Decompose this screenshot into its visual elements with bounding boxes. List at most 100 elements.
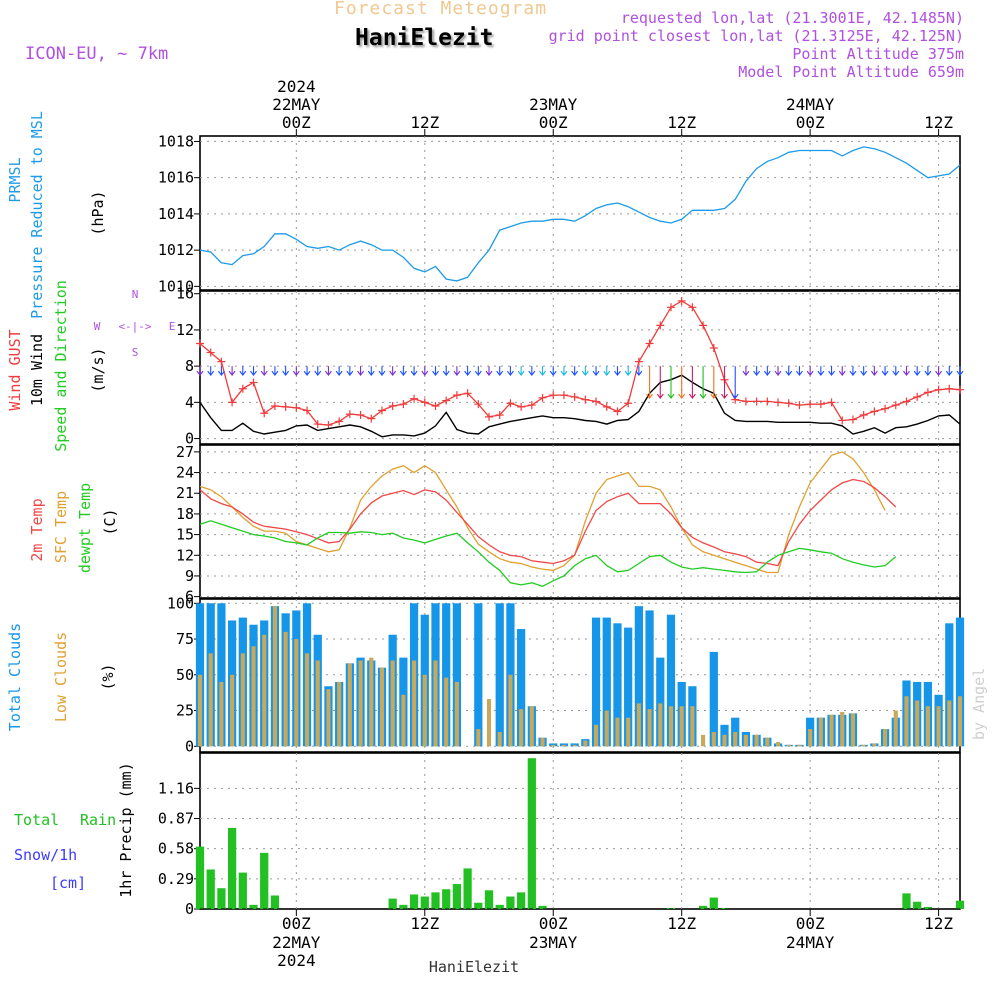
gust-point [741, 397, 750, 406]
wind-direction-arrowhead [453, 370, 461, 377]
low-cloud-bar [337, 681, 342, 747]
total-cloud-bar [634, 606, 643, 747]
wind-direction-arrowhead [817, 370, 825, 377]
wind-direction-arrowhead [667, 393, 675, 400]
gust-point [517, 402, 526, 411]
wind-direction-arrowhead [753, 370, 761, 377]
ytick-label-wind: 12 [176, 321, 194, 339]
wind-direction-arrowhead [956, 370, 964, 377]
panel-frame-temperature [199, 444, 961, 599]
gust-point [784, 399, 793, 408]
wind-direction-arrowhead [207, 370, 215, 377]
wind-direction-arrowhead [849, 370, 857, 377]
precip-axis-label: 1hr Precip (mm) [117, 762, 135, 897]
gust-point [923, 388, 932, 397]
total-cloud-bar [613, 623, 622, 747]
wind-direction-arrowhead [314, 370, 322, 377]
wind-direction-arrowhead [442, 370, 450, 377]
wind-direction-arrowhead [485, 370, 493, 377]
xtick-label-bottom: 00Z [282, 914, 311, 933]
low-cloud-bar [486, 699, 492, 747]
wind-direction-arrowhead [742, 370, 750, 377]
wind-direction-arrowhead [881, 370, 889, 377]
xtick-label-bottom: 00Z [539, 914, 568, 933]
gust-point [527, 401, 536, 410]
precip-bar [517, 892, 526, 909]
low-cloud-bar [754, 734, 759, 747]
low-cloud-bar [294, 639, 299, 747]
wind-direction-arrowhead [731, 393, 739, 400]
gust-point [656, 321, 665, 330]
compass-south: S [132, 346, 139, 359]
gust-point [838, 416, 847, 425]
low-cloud-bar [593, 724, 599, 747]
xtick-date-bottom: 22MAY [272, 933, 321, 952]
wind-direction-arrowhead [260, 370, 268, 377]
low-cloud-bar [433, 660, 438, 747]
xtick-label-top: 12Z [924, 113, 953, 132]
low-cloud-bar [786, 744, 791, 747]
wind-direction-arrowhead [250, 370, 257, 377]
wind-speed-line [199, 374, 961, 438]
low-cloud-bar [583, 740, 588, 747]
wind-direction-arrowhead [239, 370, 247, 377]
total-cloud-bar [945, 623, 954, 747]
low-cloud-bar [444, 677, 449, 747]
xtick-year-top: 2024 [277, 77, 316, 96]
precip-bar [206, 869, 215, 909]
precip-bar [420, 896, 429, 909]
low-cloud-bar [240, 653, 245, 747]
t2m-line [199, 478, 897, 567]
panel-frame-pressure [199, 135, 961, 291]
ytick-label-pressure: 1016 [158, 169, 194, 187]
wind-direction-arrowhead [860, 370, 868, 377]
gust-point [452, 391, 461, 400]
wind-direction-arrowhead [581, 370, 589, 377]
low-cloud-bar [615, 717, 620, 747]
low-cloud-bar [690, 706, 695, 747]
low-cloud-bar [925, 706, 930, 747]
low-cloud-bar [872, 743, 877, 747]
low-cloud-bar [508, 674, 513, 747]
gust-point [752, 397, 761, 406]
clouds-unit: (%) [99, 663, 117, 690]
gust-point [699, 321, 708, 330]
precip-bar [399, 904, 408, 909]
gust-point [260, 409, 269, 418]
gust-point [956, 385, 964, 394]
ytick-label-temperature: 9 [185, 567, 194, 585]
gust-point [570, 392, 579, 401]
total-cloud-bar [517, 629, 526, 747]
low-cloud-bar [476, 729, 481, 747]
low-cloud-bar [519, 709, 524, 747]
wind-direction-arrowhead [688, 393, 696, 400]
low-cloud-bar [765, 737, 770, 747]
t2m-label: 2m Temp [28, 498, 46, 561]
ytick-label-clouds: 25 [176, 702, 194, 720]
total-cloud-bar [474, 603, 483, 747]
ytick-label-wind: 0 [185, 430, 194, 448]
low-cloud-bar [722, 734, 727, 747]
low-cloud-bar [647, 709, 652, 747]
precip-bar [538, 905, 547, 909]
wind-direction-arrowhead [539, 370, 546, 377]
precip-bar [217, 888, 226, 909]
wind-10m-label: 10m Wind [28, 334, 46, 406]
gust-point [377, 406, 386, 415]
gust-point [806, 400, 815, 409]
gust-point [431, 401, 440, 410]
wind-direction-arrowhead [892, 370, 900, 377]
wind-direction-arrowhead [614, 370, 621, 377]
wind-direction-arrowhead [571, 370, 579, 377]
wind-direction-label: Speed and Direction [52, 280, 70, 452]
gust-point [913, 392, 922, 401]
low-cloud-bar [818, 717, 823, 747]
gust-point [881, 404, 890, 413]
pressure-line [199, 146, 961, 282]
low-cloud-bar [733, 731, 738, 747]
precip-bar [431, 892, 440, 909]
precip-total-label: Total [14, 811, 59, 829]
wind-direction-arrowhead [560, 370, 568, 377]
sfc-temp-line [199, 451, 886, 574]
